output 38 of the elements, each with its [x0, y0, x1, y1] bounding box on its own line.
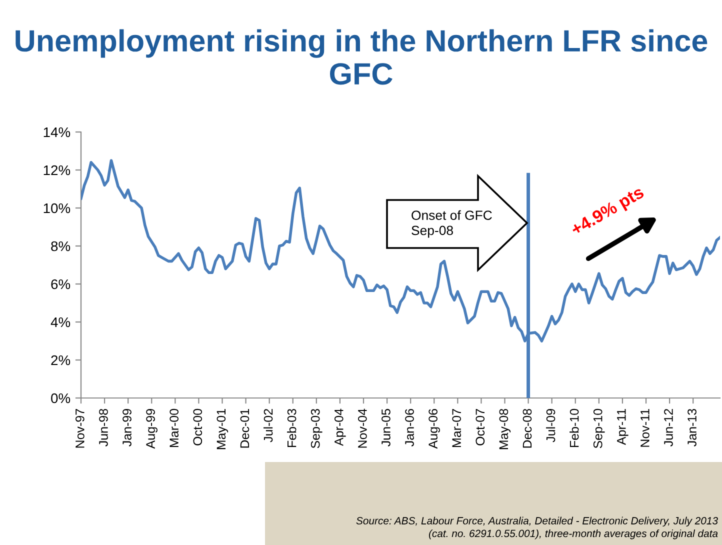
x-tick-label: May-01: [216, 409, 228, 450]
x-tick-label: Nov-97: [76, 409, 84, 448]
x-tick-label: Apr-11: [617, 409, 628, 445]
x-tick-label: Oct-00: [193, 408, 202, 446]
x-tick-label: Oct-07: [476, 409, 485, 446]
x-tick-label: Jun-05: [382, 408, 390, 446]
source-note: Source: ABS, Labour Force, Australia, Detailed - Electronic Delivery, July 2013 (cat. no. 6291.0.55.001), three-month averages of original data: [356, 516, 718, 540]
x-tick-label: Mar-07: [452, 409, 462, 447]
x-tick-label: Aug-99: [146, 409, 158, 449]
x-tick-label: Jan-06: [405, 408, 414, 446]
x-tick-label: Apr-04: [334, 408, 346, 446]
chart-title: Unemployment rising in the Northern LFR since GFC: [16, 29, 708, 85]
x-tick-label: Dec-08: [522, 408, 532, 448]
x-tick-label: Feb-03: [287, 408, 296, 447]
x-tick-label: Dec-01: [240, 409, 250, 448]
x-tick-label: Sep-10: [593, 408, 605, 448]
y-tick-label: 6%: [51, 279, 70, 290]
y-tick-label: 2%: [51, 355, 70, 366]
x-tick-label: Aug-06: [428, 408, 440, 449]
x-tick-label: Jul-02: [264, 409, 273, 442]
x-tick-label: Sep-03: [310, 408, 322, 448]
y-tick-label: 8%: [51, 241, 70, 252]
y-tick-label: 12%: [44, 165, 70, 176]
x-tick-label: Nov-11: [640, 409, 650, 447]
y-tick-label: 10%: [44, 203, 70, 214]
y-tick-label: 14%: [44, 127, 70, 138]
x-tick-label: Jul-09: [546, 409, 556, 442]
annotation: Onset of GFC Sep-08: [412, 210, 492, 238]
x-tick-label: Mar-00: [170, 408, 179, 447]
x-tick-label: Jun-12: [664, 409, 673, 446]
x-tick-label: May-08: [499, 408, 511, 450]
x-tick-label: Feb-10: [570, 408, 579, 447]
x-tick-label: Jan-99: [122, 409, 132, 446]
y-tick-label: 0%: [51, 393, 70, 404]
x-tick-label: Jun-98: [99, 408, 108, 446]
x-tick-label: Jan-13: [688, 408, 696, 446]
y-tick-label: 4%: [50, 317, 70, 328]
x-tick-label: Nov-04: [358, 408, 367, 448]
